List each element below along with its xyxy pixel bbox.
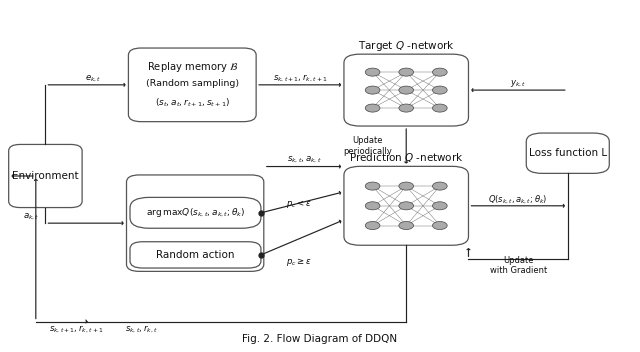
Text: $Q(s_{k,t}, a_{k,t}; \theta_k)$: $Q(s_{k,t}, a_{k,t}; \theta_k)$ bbox=[488, 193, 548, 206]
Circle shape bbox=[433, 221, 447, 230]
Circle shape bbox=[399, 221, 413, 230]
Text: Target $Q$ -network: Target $Q$ -network bbox=[358, 39, 454, 53]
Text: Update
periodically: Update periodically bbox=[344, 137, 392, 156]
Circle shape bbox=[433, 86, 447, 94]
Text: (Random sampling): (Random sampling) bbox=[146, 79, 239, 88]
Text: $(s_t, a_t, r_{t+1}, s_{t+1})$: $(s_t, a_t, r_{t+1}, s_{t+1})$ bbox=[155, 97, 230, 109]
Circle shape bbox=[365, 202, 380, 210]
Circle shape bbox=[365, 86, 380, 94]
FancyBboxPatch shape bbox=[344, 166, 468, 245]
Circle shape bbox=[433, 68, 447, 76]
Circle shape bbox=[399, 86, 413, 94]
Circle shape bbox=[365, 104, 380, 112]
Text: Loss function L: Loss function L bbox=[529, 148, 607, 158]
FancyBboxPatch shape bbox=[526, 133, 609, 174]
FancyBboxPatch shape bbox=[129, 48, 256, 122]
Circle shape bbox=[399, 68, 413, 76]
Text: Random action: Random action bbox=[156, 250, 235, 260]
Text: $s_{k,t+1}, r_{k,t+1}$: $s_{k,t+1}, r_{k,t+1}$ bbox=[273, 73, 327, 84]
Text: $y_{k,t}$: $y_{k,t}$ bbox=[510, 78, 526, 89]
Text: $s_{k,t}, r_{k,t}$: $s_{k,t}, r_{k,t}$ bbox=[125, 323, 158, 335]
Text: Replay memory $\mathcal{B}$: Replay memory $\mathcal{B}$ bbox=[147, 59, 238, 74]
FancyBboxPatch shape bbox=[130, 242, 261, 268]
Circle shape bbox=[365, 182, 380, 190]
Text: $s_{k,t}, a_{k,t}$: $s_{k,t}, a_{k,t}$ bbox=[287, 155, 321, 165]
Circle shape bbox=[365, 68, 380, 76]
Text: Prediction $Q$ -network: Prediction $Q$ -network bbox=[349, 151, 463, 164]
Circle shape bbox=[399, 104, 413, 112]
Text: $a_{k,t}$: $a_{k,t}$ bbox=[22, 212, 39, 222]
Text: $s_{k,t+1}, r_{k,t+1}$: $s_{k,t+1}, r_{k,t+1}$ bbox=[49, 323, 103, 335]
Text: Update
with Gradient: Update with Gradient bbox=[490, 256, 547, 275]
Circle shape bbox=[433, 182, 447, 190]
Circle shape bbox=[365, 221, 380, 230]
FancyBboxPatch shape bbox=[9, 144, 82, 208]
Text: $\arg\max Q(s_{k,t}, a_{k,t}; \theta_k)$: $\arg\max Q(s_{k,t}, a_{k,t}; \theta_k)$ bbox=[146, 206, 245, 219]
Circle shape bbox=[433, 202, 447, 210]
Circle shape bbox=[399, 202, 413, 210]
FancyBboxPatch shape bbox=[130, 197, 261, 228]
Text: $p_c < \varepsilon$: $p_c < \varepsilon$ bbox=[287, 198, 312, 210]
Circle shape bbox=[399, 182, 413, 190]
FancyBboxPatch shape bbox=[344, 54, 468, 126]
Text: $p_c \geq \varepsilon$: $p_c \geq \varepsilon$ bbox=[287, 256, 312, 268]
Text: Environment: Environment bbox=[12, 171, 79, 181]
Circle shape bbox=[433, 104, 447, 112]
Text: Fig. 2. Flow Diagram of DDQN: Fig. 2. Flow Diagram of DDQN bbox=[243, 334, 397, 344]
Text: $e_{k,t}$: $e_{k,t}$ bbox=[85, 74, 102, 84]
